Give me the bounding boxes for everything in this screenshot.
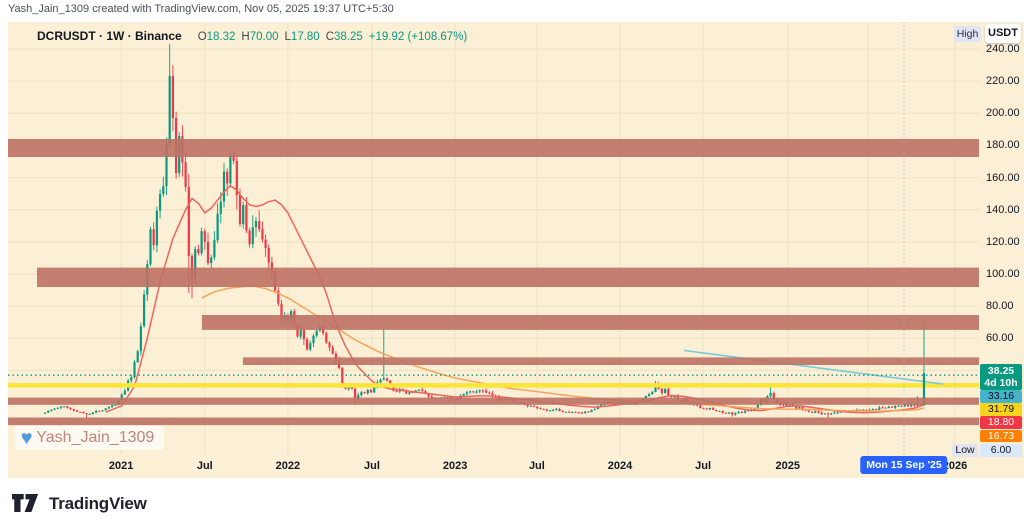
price-tick-label: 220.00 bbox=[986, 75, 1020, 88]
trendline-price-badge: 33.16 bbox=[980, 390, 1022, 403]
change-value: +19.92 (+108.67%) bbox=[368, 31, 468, 43]
time-axis-label: 2026 bbox=[942, 460, 968, 472]
price-tick-label: 80.00 bbox=[986, 300, 1014, 313]
low-value: 17.80 bbox=[290, 31, 320, 43]
range-low-value-badge: 6.00 bbox=[980, 443, 1022, 457]
low-label: L bbox=[284, 31, 291, 43]
last-price-value: 38.25 bbox=[987, 365, 1015, 377]
price-line-and-crosshair bbox=[8, 22, 979, 455]
crosshair-date-badge: Mon 15 Sep '25 bbox=[860, 456, 948, 474]
heart-icon: ♥ bbox=[21, 427, 33, 449]
high-value: 70.00 bbox=[249, 31, 279, 43]
ohlc-legend: DCRUSDT · 1W · Binance O18.32 H70.00 L17.80… bbox=[37, 29, 467, 43]
open-label: O bbox=[197, 31, 207, 43]
close-value: 38.25 bbox=[334, 31, 363, 43]
price-tick-label: 120.00 bbox=[986, 235, 1020, 248]
last-price-badge: 38.25 4d 10h bbox=[980, 364, 1022, 390]
price-tick-label: 100.00 bbox=[986, 268, 1020, 280]
candlestick-chart-canvas[interactable] bbox=[0, 0, 1024, 478]
watermark-text: Yash_Jain_1309 bbox=[36, 429, 155, 446]
bar-countdown: 4d 10h bbox=[984, 377, 1018, 389]
tradingview-logo-text: TradingView bbox=[49, 494, 147, 513]
time-axis-label: Jul bbox=[528, 460, 545, 472]
ma-slow-price-badge: 16.73 bbox=[980, 429, 1022, 442]
price-tick-label: 180.00 bbox=[986, 139, 1020, 152]
close-label: C bbox=[325, 31, 335, 43]
time-axis-label: 2025 bbox=[775, 460, 801, 472]
open-value: 18.32 bbox=[206, 31, 236, 43]
ma-fast-price-badge: 18.80 bbox=[980, 416, 1022, 429]
currency-unit-button[interactable]: USDT bbox=[985, 24, 1021, 43]
range-low-badge: Low bbox=[952, 443, 978, 457]
attribution-text: Yash_Jain_1309 created with TradingView.… bbox=[8, 3, 394, 15]
tradingview-logo-icon bbox=[12, 494, 39, 512]
high-label: H bbox=[241, 31, 250, 43]
time-axis-label: Jul bbox=[364, 460, 380, 472]
price-tick-label: 140.00 bbox=[986, 203, 1020, 216]
time-axis-label: 2023 bbox=[442, 460, 468, 472]
price-tick-label: 240.00 bbox=[986, 43, 1020, 55]
range-high-badge: High bbox=[954, 26, 981, 42]
price-tick-label: 160.00 bbox=[986, 171, 1020, 184]
time-axis-label: 2024 bbox=[607, 460, 633, 472]
symbol-title[interactable]: DCRUSDT · 1W · Binance bbox=[37, 29, 182, 43]
moving-averages bbox=[105, 184, 925, 414]
time-axis-label: Jul bbox=[196, 460, 213, 472]
time-axis-label: 2021 bbox=[108, 460, 134, 472]
price-tick-label: 200.00 bbox=[986, 107, 1020, 120]
time-axis-label: 2022 bbox=[275, 460, 301, 472]
hline-price-badge: 31.79 bbox=[980, 403, 1022, 416]
time-axis-label: Jul bbox=[695, 460, 712, 472]
tradingview-logo[interactable]: TradingView bbox=[12, 494, 147, 514]
supply-demand-zones[interactable] bbox=[8, 139, 979, 426]
watermark: ♥ Yash_Jain_1309 bbox=[15, 426, 165, 450]
yellow-hline-and-trendline[interactable] bbox=[8, 349, 979, 388]
price-tick-label: 60.00 bbox=[986, 332, 1014, 345]
